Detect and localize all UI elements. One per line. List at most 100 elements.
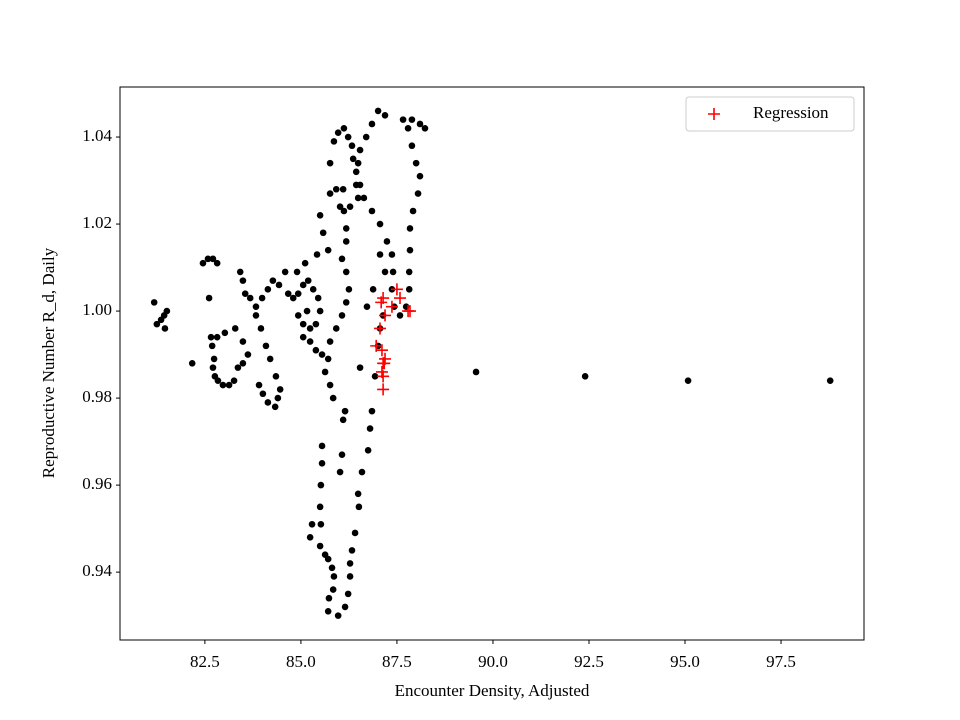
point bbox=[408, 142, 416, 150]
point bbox=[342, 225, 350, 232]
point bbox=[306, 325, 314, 332]
point bbox=[376, 220, 384, 228]
point bbox=[354, 159, 362, 167]
point bbox=[324, 607, 332, 615]
point bbox=[408, 116, 416, 123]
point bbox=[318, 442, 326, 450]
x-tick-label: 95.0 bbox=[670, 652, 700, 671]
point bbox=[344, 133, 352, 141]
point bbox=[377, 383, 390, 396]
point bbox=[421, 125, 429, 132]
point bbox=[239, 359, 247, 367]
point bbox=[339, 185, 347, 193]
point bbox=[328, 564, 336, 572]
point bbox=[388, 251, 396, 258]
point bbox=[161, 325, 169, 332]
point bbox=[826, 377, 834, 384]
y-tick-label: 0.98 bbox=[82, 387, 112, 406]
point bbox=[258, 294, 266, 302]
point bbox=[316, 212, 324, 219]
point bbox=[405, 286, 413, 293]
point bbox=[299, 281, 307, 289]
y-tick-label: 1.00 bbox=[82, 300, 112, 319]
point bbox=[309, 286, 317, 293]
point bbox=[299, 333, 307, 341]
point bbox=[338, 255, 346, 263]
point bbox=[276, 386, 284, 393]
point bbox=[379, 309, 392, 322]
point bbox=[313, 251, 321, 258]
point bbox=[209, 255, 217, 263]
point bbox=[294, 312, 302, 319]
point bbox=[230, 377, 238, 384]
point bbox=[374, 322, 387, 335]
point bbox=[330, 138, 338, 145]
point bbox=[374, 107, 382, 115]
point bbox=[150, 299, 158, 306]
point bbox=[312, 346, 320, 354]
point bbox=[340, 125, 348, 132]
y-tick-label: 0.96 bbox=[82, 474, 112, 493]
point bbox=[231, 325, 239, 332]
point bbox=[684, 377, 692, 384]
point bbox=[324, 246, 332, 254]
point bbox=[264, 399, 272, 406]
point bbox=[348, 142, 356, 150]
plot-frame bbox=[119, 86, 865, 641]
point bbox=[207, 333, 215, 341]
point bbox=[341, 603, 349, 611]
point bbox=[341, 407, 349, 415]
point bbox=[389, 268, 397, 276]
point bbox=[326, 381, 334, 389]
point bbox=[338, 312, 346, 319]
point bbox=[399, 116, 407, 123]
point bbox=[266, 355, 274, 363]
point bbox=[153, 320, 161, 328]
point bbox=[221, 329, 229, 337]
point bbox=[293, 268, 301, 276]
point bbox=[208, 342, 216, 350]
point bbox=[364, 447, 372, 454]
point bbox=[358, 468, 366, 476]
x-tick-label: 90.0 bbox=[478, 652, 508, 671]
point bbox=[316, 307, 324, 315]
point bbox=[334, 129, 342, 136]
point bbox=[406, 225, 414, 232]
point bbox=[342, 268, 350, 276]
point bbox=[352, 168, 360, 176]
point bbox=[375, 296, 388, 309]
point bbox=[324, 355, 332, 363]
point bbox=[332, 325, 340, 332]
point bbox=[330, 573, 338, 580]
point bbox=[269, 277, 277, 284]
point bbox=[368, 207, 376, 215]
point bbox=[304, 277, 312, 284]
point bbox=[225, 381, 233, 389]
point bbox=[339, 416, 347, 424]
point bbox=[403, 305, 416, 318]
point bbox=[314, 294, 322, 302]
point bbox=[329, 394, 337, 402]
point bbox=[236, 268, 244, 276]
point bbox=[396, 312, 404, 319]
point bbox=[346, 573, 354, 580]
point bbox=[336, 203, 344, 210]
point bbox=[354, 490, 362, 498]
point bbox=[394, 292, 407, 305]
legend-label: Regression bbox=[753, 103, 829, 122]
point bbox=[321, 368, 329, 376]
point bbox=[352, 181, 360, 189]
point bbox=[284, 290, 292, 297]
point bbox=[272, 373, 280, 380]
point bbox=[262, 342, 270, 350]
point bbox=[306, 338, 314, 345]
point bbox=[344, 590, 352, 598]
legend-box bbox=[685, 96, 855, 132]
point bbox=[210, 355, 218, 363]
y-tick-label: 1.02 bbox=[82, 213, 112, 232]
point bbox=[317, 481, 325, 489]
point bbox=[239, 277, 247, 284]
point bbox=[324, 555, 332, 563]
point bbox=[369, 286, 377, 293]
point bbox=[354, 194, 362, 202]
